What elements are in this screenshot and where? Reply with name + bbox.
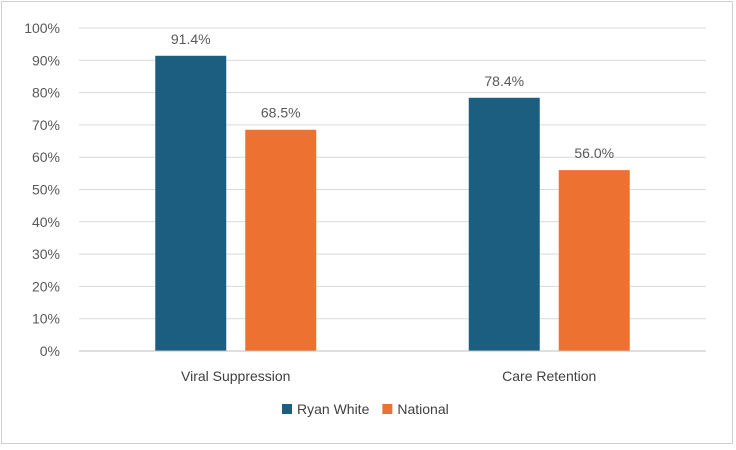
legend-label: National [397, 401, 448, 417]
x-category-label: Viral Suppression [181, 368, 290, 384]
y-tick-label: 20% [32, 278, 60, 294]
y-tick-label: 100% [24, 20, 60, 36]
bar-ryan-white [155, 55, 227, 351]
y-tick-label: 80% [32, 85, 60, 101]
y-axis: 0% 10% 20% 30% 40% 50% 60% 70% 80% 90% 100% [24, 20, 60, 359]
data-labels: 91.4% 68.5% 78.4% 56.0% [171, 31, 614, 161]
bar-national [245, 129, 317, 351]
legend-swatch [382, 404, 393, 414]
legend: Ryan White National [282, 401, 449, 417]
y-tick-label: 10% [32, 311, 60, 327]
legend-swatch [282, 404, 292, 414]
x-axis: Viral Suppression Care Retention [79, 350, 706, 384]
chart-frame: 0% 10% 20% 30% 40% 50% 60% 70% 80% 90% 100% 91.4% 6… [1, 1, 733, 444]
bar-chart: 0% 10% 20% 30% 40% 50% 60% 70% 80% 90% 100% 91.4% 6… [24, 20, 706, 417]
data-label: 78.4% [484, 73, 524, 89]
y-tick-label: 40% [32, 214, 60, 230]
legend-label: Ryan White [297, 401, 370, 417]
bar-ryan-white [468, 97, 540, 351]
y-tick-label: 90% [32, 52, 60, 68]
y-tick-label: 50% [32, 182, 60, 198]
y-tick-label: 60% [32, 149, 60, 165]
y-tick-label: 70% [32, 117, 60, 133]
y-tick-label: 0% [40, 343, 60, 359]
bar-national [558, 170, 630, 351]
x-category-label: Care Retention [502, 368, 596, 384]
y-tick-label: 30% [32, 246, 60, 262]
data-label: 56.0% [574, 145, 614, 161]
data-label: 91.4% [171, 31, 211, 47]
bars [155, 55, 630, 351]
data-label: 68.5% [261, 105, 301, 121]
